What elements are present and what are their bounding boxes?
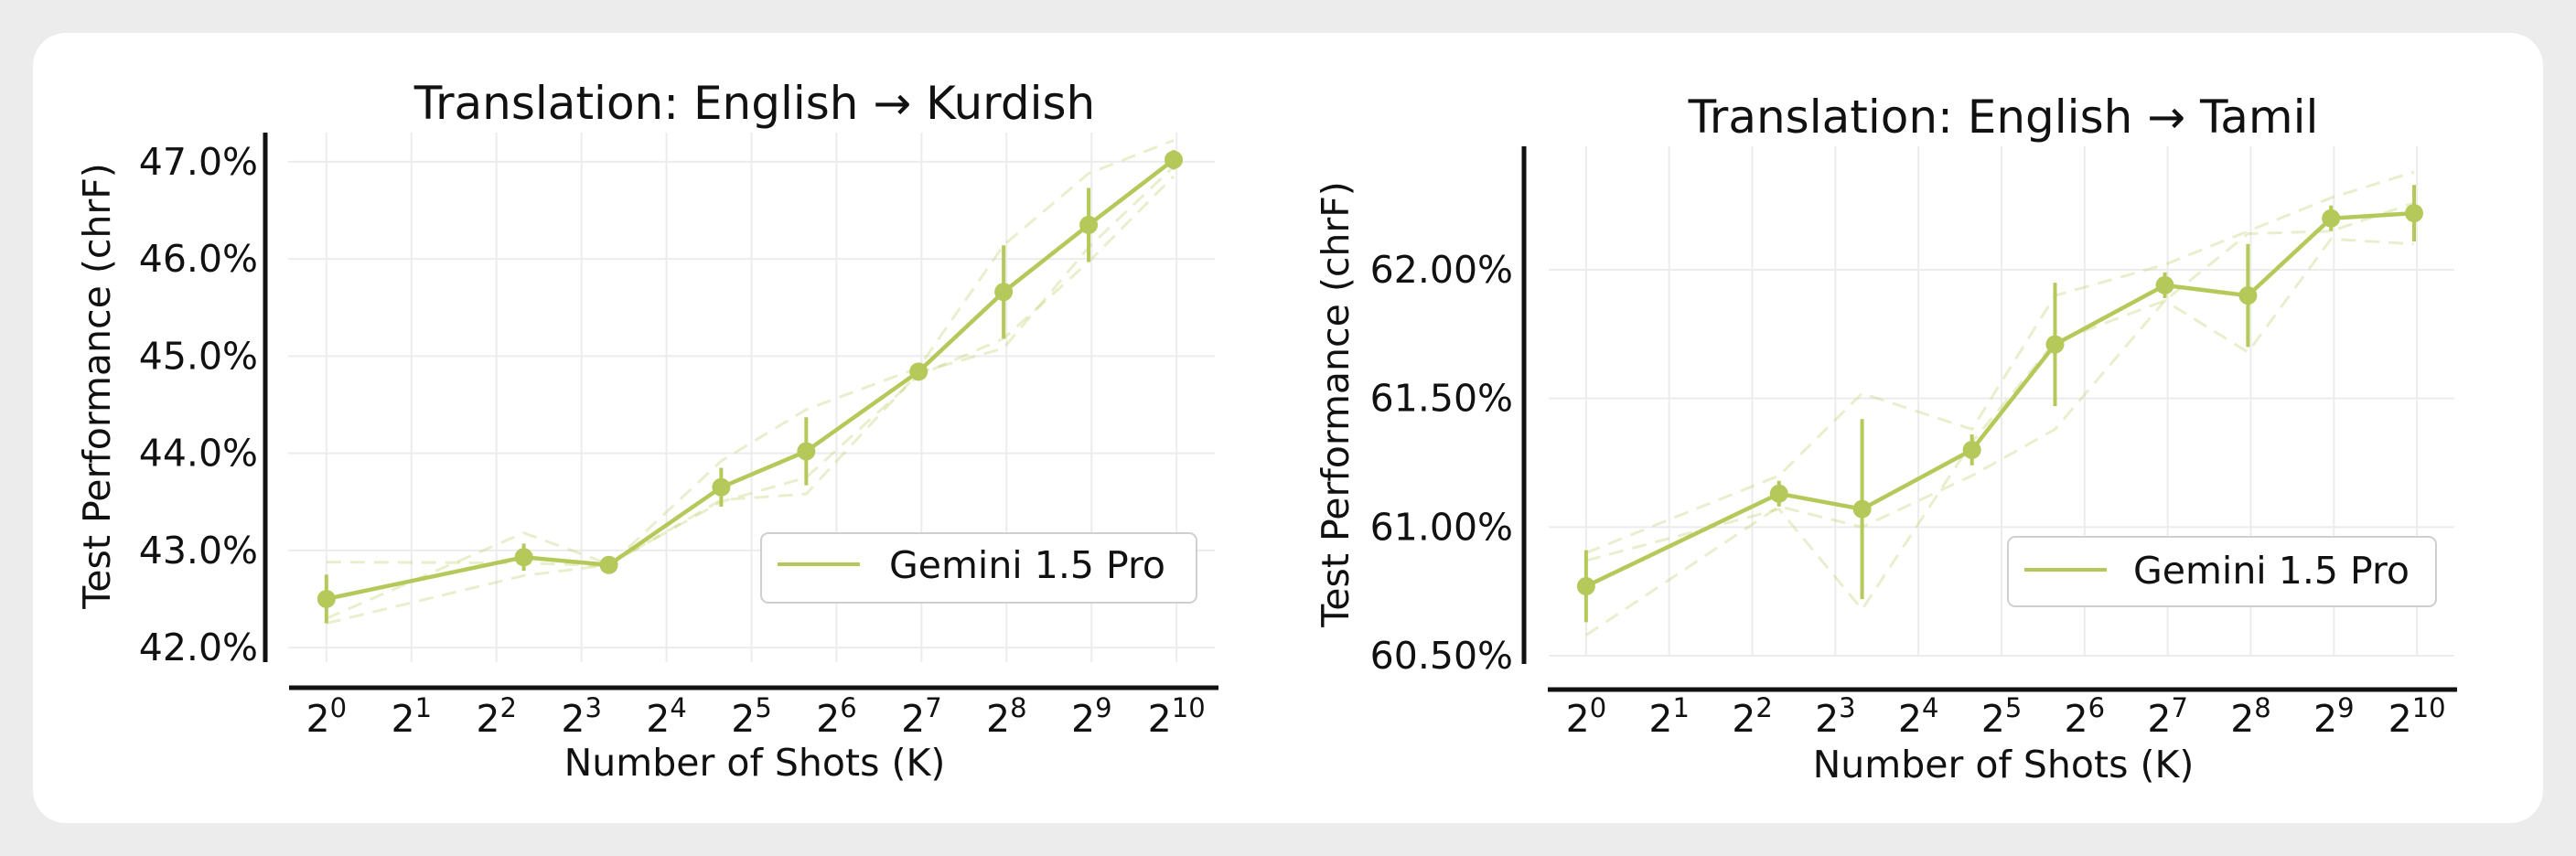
- tamil-x-tick-label: 20: [1566, 692, 1607, 741]
- tamil-y-tick-label: 62.00%: [1370, 248, 1513, 292]
- kurdish-legend-label: Gemini 1.5 Pro: [889, 543, 1165, 587]
- kurdish-y-tick-label: 43.0%: [139, 529, 258, 572]
- kurdish-x-tick-label: 21: [391, 692, 432, 741]
- kurdish-x-tick-label: 25: [731, 692, 772, 741]
- kurdish-chart-title: Translation: English → Kurdish: [413, 77, 1095, 130]
- kurdish-run-line: [326, 166, 1175, 625]
- tamil-legend-label: Gemini 1.5 Pro: [2133, 549, 2410, 593]
- tamil-x-tick-label: 28: [2230, 692, 2271, 741]
- kurdish-x-tick-label: 24: [646, 692, 687, 741]
- tamil-x-tick-label: 26: [2065, 692, 2106, 741]
- kurdish-y-tick-label: 42.0%: [139, 626, 258, 669]
- kurdish-x-tick-label: 27: [901, 692, 942, 741]
- kurdish-data-point: [514, 548, 533, 567]
- tamil-x-tick-label: 23: [1815, 692, 1856, 741]
- kurdish-data-point: [994, 283, 1014, 302]
- kurdish-x-tick-label: 22: [476, 692, 517, 741]
- tamil-x-tick-label: 22: [1732, 692, 1773, 741]
- kurdish-x-tick-label: 20: [306, 692, 348, 741]
- tamil-chart: Translation: English → Tamil Number of S…: [1314, 91, 2457, 786]
- kurdish-y-tick-label: 47.0%: [139, 140, 258, 184]
- kurdish-chart: Translation: English → Kurdish Number of…: [75, 77, 1218, 785]
- tamil-chart-title: Translation: English → Tamil: [1688, 91, 2319, 144]
- kurdish-run-line: [326, 139, 1175, 568]
- tamil-data-point: [1852, 499, 1872, 519]
- kurdish-data-point: [1164, 150, 1183, 169]
- tamil-data-point: [2045, 335, 2065, 354]
- kurdish-x-tick-label: 29: [1071, 692, 1112, 741]
- tamil-x-tick-label: 25: [1981, 692, 2023, 741]
- tamil-x-tick-label: 210: [2388, 692, 2446, 741]
- tamil-y-tick-label: 60.50%: [1370, 634, 1513, 678]
- tamil-x-tick-label: 21: [1648, 692, 1690, 741]
- kurdish-data-point: [712, 477, 731, 497]
- tamil-x-tick-label: 27: [2147, 692, 2188, 741]
- tamil-run-line: [1585, 237, 2415, 637]
- tamil-data-point: [1769, 484, 1788, 503]
- tamil-data-point: [2322, 209, 2341, 228]
- kurdish-y-tick-label: 45.0%: [139, 334, 258, 378]
- kurdish-x-tick-label: 28: [986, 692, 1027, 741]
- tamil-data-point: [1962, 440, 1981, 459]
- tamil-x-tick-label: 24: [1898, 692, 1939, 741]
- kurdish-x-axis-label: Number of Shots (K): [564, 741, 946, 785]
- kurdish-legend: Gemini 1.5 Pro: [760, 532, 1197, 604]
- tamil-data-point: [1576, 577, 1595, 596]
- kurdish-data-point: [797, 442, 816, 461]
- tamil-run-line: [1585, 201, 2415, 612]
- kurdish-data-point: [317, 589, 336, 608]
- kurdish-data-point: [909, 362, 928, 381]
- kurdish-legend-box: [760, 532, 1197, 604]
- tamil-data-point: [2238, 286, 2258, 305]
- kurdish-y-tick-label: 44.0%: [139, 432, 258, 476]
- kurdish-data-point: [599, 555, 618, 574]
- tamil-legend-box: [2007, 536, 2437, 607]
- tamil-x-axis-label: Number of Shots (K): [1813, 743, 2195, 786]
- kurdish-y-tick-label: 46.0%: [139, 237, 258, 281]
- tamil-legend: Gemini 1.5 Pro: [2007, 536, 2437, 607]
- tamil-y-tick-label: 61.00%: [1370, 505, 1513, 549]
- kurdish-data-point: [1079, 215, 1099, 234]
- kurdish-x-tick-label: 26: [816, 692, 857, 741]
- tamil-y-axis-label: Test Performance (chrF): [1314, 181, 1358, 628]
- kurdish-x-tick-label: 23: [561, 692, 602, 741]
- tamil-data-point: [2405, 204, 2424, 223]
- kurdish-run-line: [326, 175, 1175, 620]
- kurdish-x-tick-label: 210: [1148, 692, 1206, 741]
- tamil-x-tick-label: 29: [2313, 692, 2355, 741]
- tamil-run-line: [1585, 170, 2415, 554]
- kurdish-y-axis-label: Test Performance (chrF): [75, 163, 119, 610]
- tamil-y-tick-label: 61.50%: [1370, 377, 1513, 421]
- tamil-data-point: [2155, 275, 2174, 294]
